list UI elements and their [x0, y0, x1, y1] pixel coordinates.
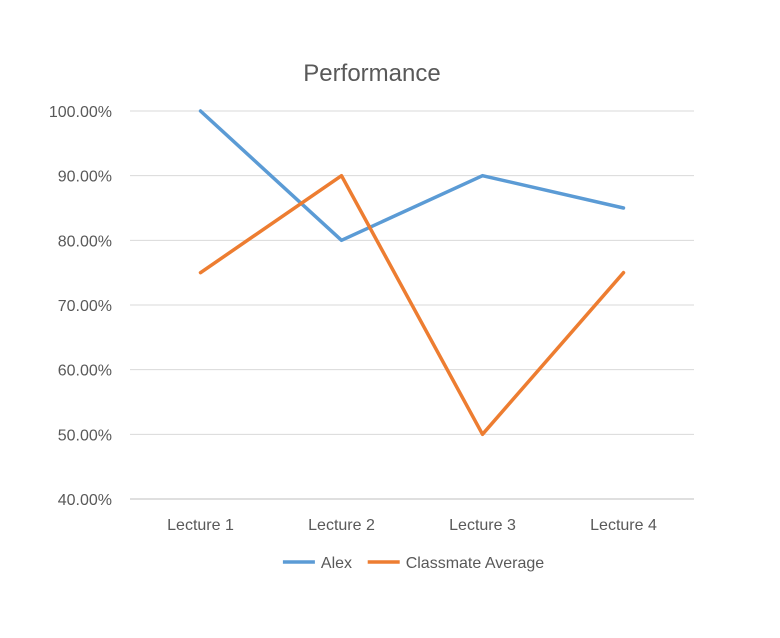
- x-axis-tick-labels: Lecture 1 Lecture 2 Lecture 3 Lecture 4: [167, 517, 657, 534]
- y-tick-label: 80.00%: [58, 233, 112, 250]
- x-tick-label: Lecture 2: [308, 517, 375, 534]
- x-tick-label: Lecture 4: [590, 517, 657, 534]
- legend: Alex Classmate Average: [283, 555, 544, 572]
- x-tick-label: Lecture 1: [167, 517, 234, 534]
- y-tick-label: 70.00%: [58, 298, 112, 315]
- y-tick-label: 90.00%: [58, 169, 112, 186]
- y-tick-label: 100.00%: [49, 104, 112, 121]
- y-tick-label: 40.00%: [58, 492, 112, 509]
- y-tick-label: 60.00%: [58, 363, 112, 380]
- legend-label: Alex: [321, 555, 352, 572]
- legend-label: Classmate Average: [406, 555, 545, 572]
- chart-title: Performance: [303, 60, 440, 87]
- y-tick-label: 50.00%: [58, 427, 112, 444]
- series-lines: [200, 111, 623, 434]
- x-tick-label: Lecture 3: [449, 517, 516, 534]
- y-axis-tick-labels: 40.00% 50.00% 60.00% 70.00% 80.00% 90.00% 100.…: [49, 104, 112, 509]
